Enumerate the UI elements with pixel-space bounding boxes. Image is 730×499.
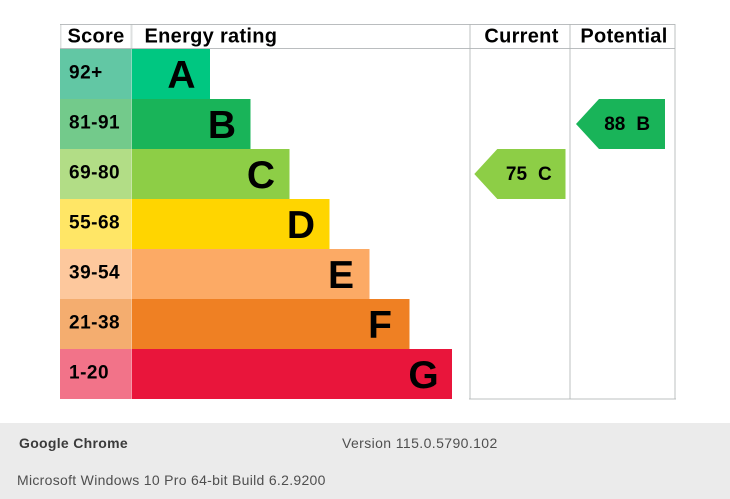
svg-text:D: D	[287, 204, 315, 247]
svg-text:G: G	[408, 354, 438, 397]
svg-text:69-80: 69-80	[69, 162, 120, 183]
svg-text:39-54: 39-54	[69, 262, 120, 283]
svg-text:1-20: 1-20	[69, 362, 109, 383]
svg-text:21-38: 21-38	[69, 312, 120, 333]
svg-text:B: B	[208, 104, 236, 147]
svg-text:F: F	[368, 304, 392, 347]
svg-text:92+: 92+	[69, 62, 103, 83]
svg-text:C: C	[247, 154, 275, 197]
svg-text:81-91: 81-91	[69, 112, 120, 133]
svg-text:E: E	[328, 254, 354, 297]
svg-text:Score: Score	[67, 26, 124, 48]
svg-text:A: A	[167, 54, 195, 97]
svg-text:Current: Current	[484, 26, 558, 48]
svg-text:Energy rating: Energy rating	[145, 26, 278, 48]
svg-text:Potential: Potential	[580, 26, 667, 48]
svg-text:55-68: 55-68	[69, 212, 120, 233]
